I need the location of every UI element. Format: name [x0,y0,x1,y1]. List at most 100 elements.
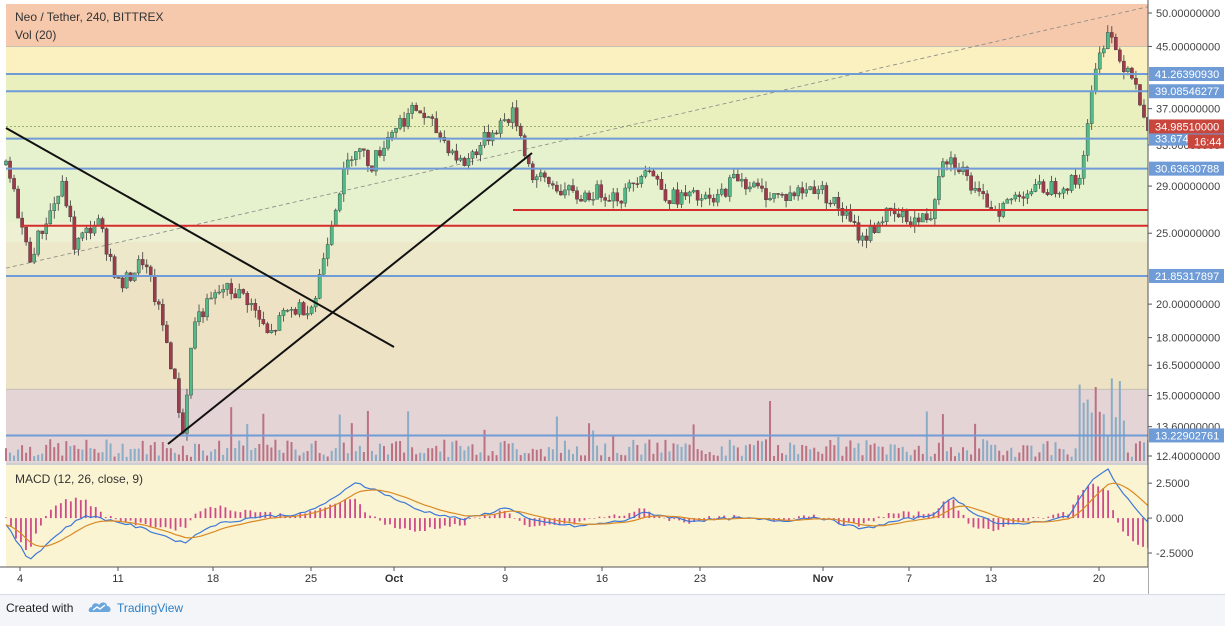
candle-body [16,188,20,219]
macd-hist-bar [803,515,805,519]
candle-body [916,217,921,223]
candle-body [732,174,736,178]
candle [836,191,841,216]
volume-bar [837,436,840,461]
x-tick-label: 23 [694,573,706,585]
volume-bar [833,445,836,461]
candle-body [301,302,306,316]
volume-bar [374,454,377,461]
volume-bar [841,455,844,461]
candle-body [329,225,334,245]
macd-hist-bar [124,518,127,523]
volume-bar [567,449,570,461]
macd-hist-bar [349,499,351,519]
macd-hist-bar [254,512,257,519]
candle [776,193,780,199]
volume-bar [692,424,695,461]
candle-body [768,198,772,201]
y-tick-label: 45.00000000 [1156,41,1220,53]
x-axis [0,567,1148,594]
volume-bar [69,446,72,461]
macd-hist-bar [35,518,37,534]
candle [28,237,32,263]
candle-body [108,253,113,257]
volume-bar [937,442,940,461]
candle-body [872,225,877,233]
macd-hist-bar [648,511,651,519]
candle-body [293,309,298,315]
candle-body [189,347,193,396]
candle [20,211,24,235]
candle-body [534,176,539,181]
volume-bar [330,450,333,461]
candle-body [1105,32,1110,49]
candle-body [832,197,837,204]
volume-bar [628,446,631,461]
macd-hist-bar [862,518,865,524]
macd-hist-bar [25,518,27,551]
macd-hist-bar [119,518,122,521]
candle-body [547,177,551,184]
candle-body [571,185,575,191]
candle-body [36,230,40,255]
volume-bar [1042,443,1045,461]
volume-bar [370,450,373,461]
macd-hist-bar [379,518,381,521]
macd-hist-bar [433,518,436,529]
volume-bar [9,452,12,461]
candle [1037,174,1042,189]
candle-body [430,116,435,119]
candle-body [949,157,953,165]
volume-bar [286,440,289,461]
macd-hist-bar [1132,518,1134,542]
price-chart[interactable]: 50.0000000045.0000000037.0000000033.0000… [0,0,1225,594]
candle [675,182,680,209]
candle-body [703,194,708,199]
candle [856,215,861,244]
volume-bar [1002,455,1005,461]
volume-bar [350,423,353,461]
volume-bar [877,446,880,461]
macd-hist-bar [1042,518,1045,519]
volume-bar [1114,417,1117,461]
macd-hist-bar [493,513,496,519]
volume-bar [789,442,792,461]
volume-bar [403,452,406,461]
candle-body [209,297,213,300]
volume-bar [189,456,192,461]
candle-body [205,298,209,318]
tradingview-link[interactable]: TradingView [117,601,184,615]
candle [864,228,869,249]
candle [663,183,668,203]
candle-body [1110,32,1114,38]
macd-hist-bar [244,509,247,519]
candle [414,102,418,112]
macd-hist-bar [1127,518,1129,537]
candle-body [438,132,443,138]
macd-hist-bar [788,518,790,520]
candle-body [418,110,422,114]
volume-bar [459,445,462,461]
volume-bar [427,448,430,461]
volume-bar [600,455,603,461]
candle [715,189,720,207]
candle-body [486,132,491,142]
volume-bar [845,446,848,461]
candle-body [257,310,262,320]
candle [567,184,571,196]
candle-body [1033,184,1038,192]
candle [229,278,233,300]
macd-hist-bar [5,517,7,519]
volume-bar [250,449,253,461]
candle-body [808,186,813,190]
candle [454,143,459,164]
volume-bar [966,450,969,461]
macd-line [5,468,1149,560]
volume-bar [258,444,261,461]
volume-bar [901,446,904,461]
volume-bar [17,449,20,461]
candle [1033,178,1038,193]
macd-hist-bar [867,518,870,521]
volume-bars [5,378,1149,461]
candle-body [824,185,829,204]
